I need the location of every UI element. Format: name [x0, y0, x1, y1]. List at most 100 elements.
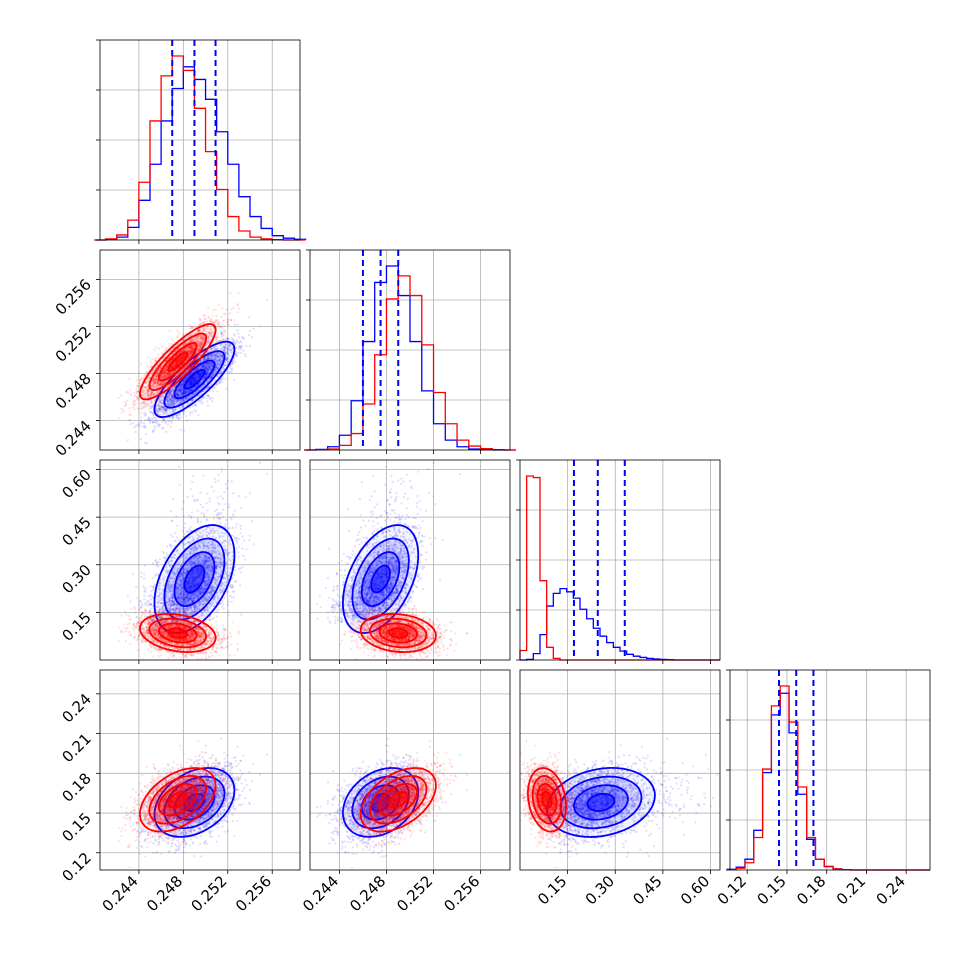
sample-point	[204, 369, 207, 372]
sample-point	[136, 378, 139, 382]
sample-point	[171, 402, 174, 405]
sample-point	[248, 329, 251, 333]
sample-point	[184, 379, 187, 382]
sample-point	[189, 382, 192, 385]
sample-point	[214, 370, 217, 373]
sample-point	[226, 352, 229, 355]
sample-point	[150, 417, 153, 420]
sample-point	[225, 308, 228, 311]
sample-point	[148, 405, 151, 408]
sample-point	[199, 373, 202, 376]
sample-point	[214, 386, 217, 390]
sample-point	[210, 356, 213, 359]
sample-point	[193, 368, 196, 372]
sample-point	[237, 292, 240, 295]
sample-point	[161, 406, 164, 409]
sample-point	[205, 355, 208, 358]
sample-point	[177, 399, 180, 402]
sample-point	[169, 392, 172, 395]
sample-point	[145, 365, 148, 368]
sample-point	[210, 357, 213, 360]
sample-point	[183, 380, 186, 383]
sample-point	[176, 398, 179, 401]
sample-point	[239, 345, 242, 348]
sample-point	[221, 354, 224, 357]
sample-point	[174, 407, 177, 410]
sample-point	[208, 354, 211, 357]
sample-point	[173, 386, 176, 389]
sample-point	[200, 370, 203, 374]
sample-point	[203, 320, 206, 323]
sample-point	[231, 362, 234, 365]
sample-point	[161, 405, 164, 408]
sample-point	[220, 369, 223, 372]
sample-point	[159, 396, 162, 399]
sample-point	[162, 418, 165, 421]
sample-point	[182, 390, 185, 393]
sample-point	[226, 321, 229, 324]
sample-point	[162, 418, 165, 421]
sample-point	[183, 389, 186, 392]
sample-point	[186, 397, 189, 400]
sample-point	[225, 356, 228, 359]
sample-point	[226, 337, 229, 340]
sample-point	[237, 307, 240, 310]
sample-point	[155, 404, 158, 407]
sample-point	[158, 406, 161, 409]
sample-point	[204, 357, 207, 360]
sample-point	[229, 343, 232, 346]
sample-point	[220, 315, 223, 318]
sample-point	[143, 426, 146, 429]
sample-point	[178, 387, 182, 390]
sample-point	[208, 364, 211, 367]
sample-point	[223, 331, 226, 334]
sample-point	[185, 385, 188, 388]
sample-point	[177, 416, 180, 419]
sample-point	[144, 426, 147, 429]
sample-point	[181, 392, 184, 395]
sample-point	[191, 379, 194, 382]
sample-point	[180, 383, 183, 386]
sample-point	[223, 324, 226, 327]
sample-point	[160, 405, 163, 408]
sample-point	[192, 377, 195, 380]
sample-point	[160, 345, 163, 348]
sample-point	[160, 406, 163, 410]
sample-point	[206, 373, 209, 376]
sample-point	[190, 389, 193, 392]
sample-point	[164, 409, 167, 413]
sample-point	[162, 406, 165, 409]
sample-point	[141, 401, 144, 404]
sample-point	[185, 415, 188, 418]
sample-point	[210, 364, 213, 367]
sample-point	[203, 366, 206, 369]
sample-point	[186, 419, 189, 422]
sample-point	[224, 343, 227, 346]
sample-point	[165, 412, 168, 415]
sample-point	[206, 361, 209, 365]
sample-point	[177, 417, 180, 421]
sample-point	[154, 346, 157, 349]
sample-point	[183, 410, 186, 413]
sample-point	[153, 416, 156, 419]
sample-point	[215, 352, 218, 355]
sample-point	[219, 325, 222, 328]
sample-point	[194, 379, 197, 382]
sample-point	[144, 400, 147, 404]
sample-point	[184, 390, 187, 393]
sample-point	[233, 332, 236, 336]
sample-point	[172, 417, 175, 420]
sample-point	[221, 380, 224, 383]
sample-point	[215, 356, 218, 359]
sample-point	[197, 377, 200, 380]
sample-point	[215, 365, 218, 368]
sample-point	[182, 391, 185, 394]
sample-point	[183, 397, 186, 400]
sample-point	[169, 420, 172, 423]
sample-point	[182, 391, 186, 394]
sample-point	[152, 414, 155, 417]
sample-point	[157, 409, 160, 412]
sample-point	[172, 399, 175, 402]
sample-point	[197, 372, 200, 375]
sample-point	[194, 397, 197, 400]
